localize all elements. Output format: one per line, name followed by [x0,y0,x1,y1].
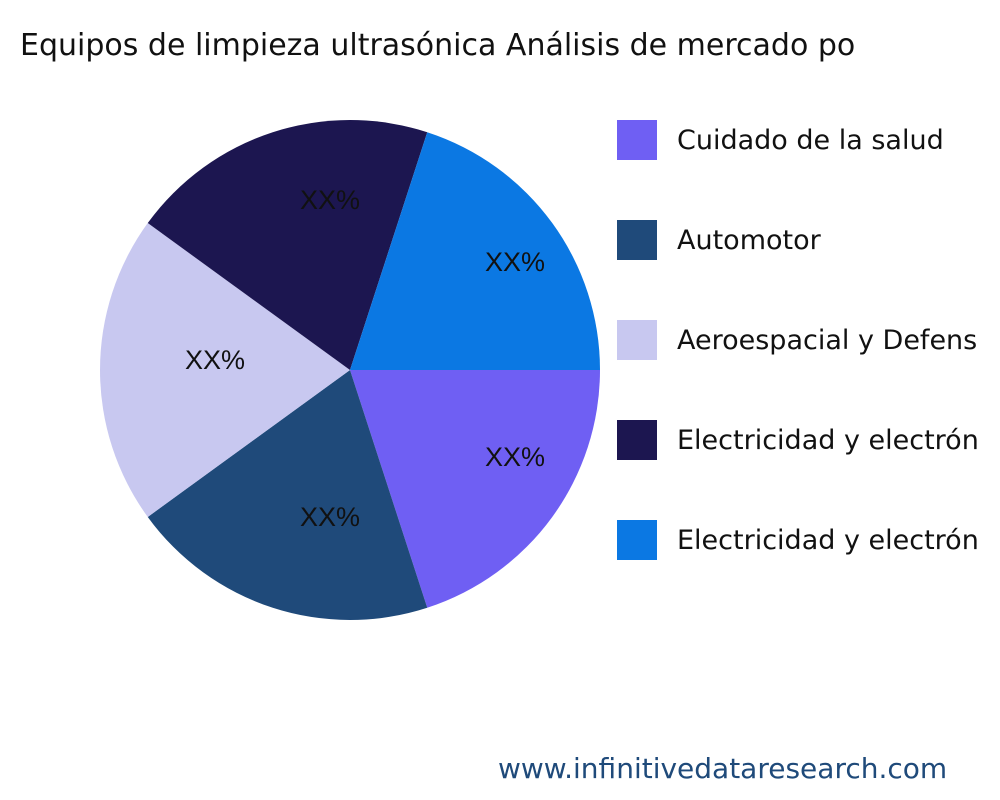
data-label: XX% [485,442,545,472]
legend-item: Electricidad y electrón [617,420,979,460]
legend-swatch [617,220,657,260]
data-label: XX% [185,345,245,375]
legend-item: Cuidado de la salud [617,120,944,160]
pie-slice [100,223,350,517]
data-label: XX% [300,502,360,532]
legend-item: Electricidad y electrón [617,520,979,560]
legend-swatch [617,120,657,160]
legend-label: Automotor [677,224,821,256]
legend-item: Aeroespacial y Defens [617,320,977,360]
pie-slice [350,370,600,608]
legend-swatch [617,420,657,460]
legend-swatch [617,520,657,560]
legend-item: Automotor [617,220,821,260]
pie-slice [147,120,428,370]
data-label: XX% [300,185,360,215]
watermark: www.infinitivedataresearch.com [498,752,948,785]
pie-slice [147,370,428,620]
pie-slice [350,132,600,370]
legend-label: Aeroespacial y Defens [677,324,978,356]
chart-title: Equipos de limpieza ultrasónica Análisis… [20,28,856,63]
data-label: XX% [485,247,545,277]
legend-swatch [617,320,657,360]
legend-label: Electricidad y electrón [677,524,979,556]
legend-label: Electricidad y electrón [677,424,979,456]
legend-label: Cuidado de la salud [677,124,944,156]
